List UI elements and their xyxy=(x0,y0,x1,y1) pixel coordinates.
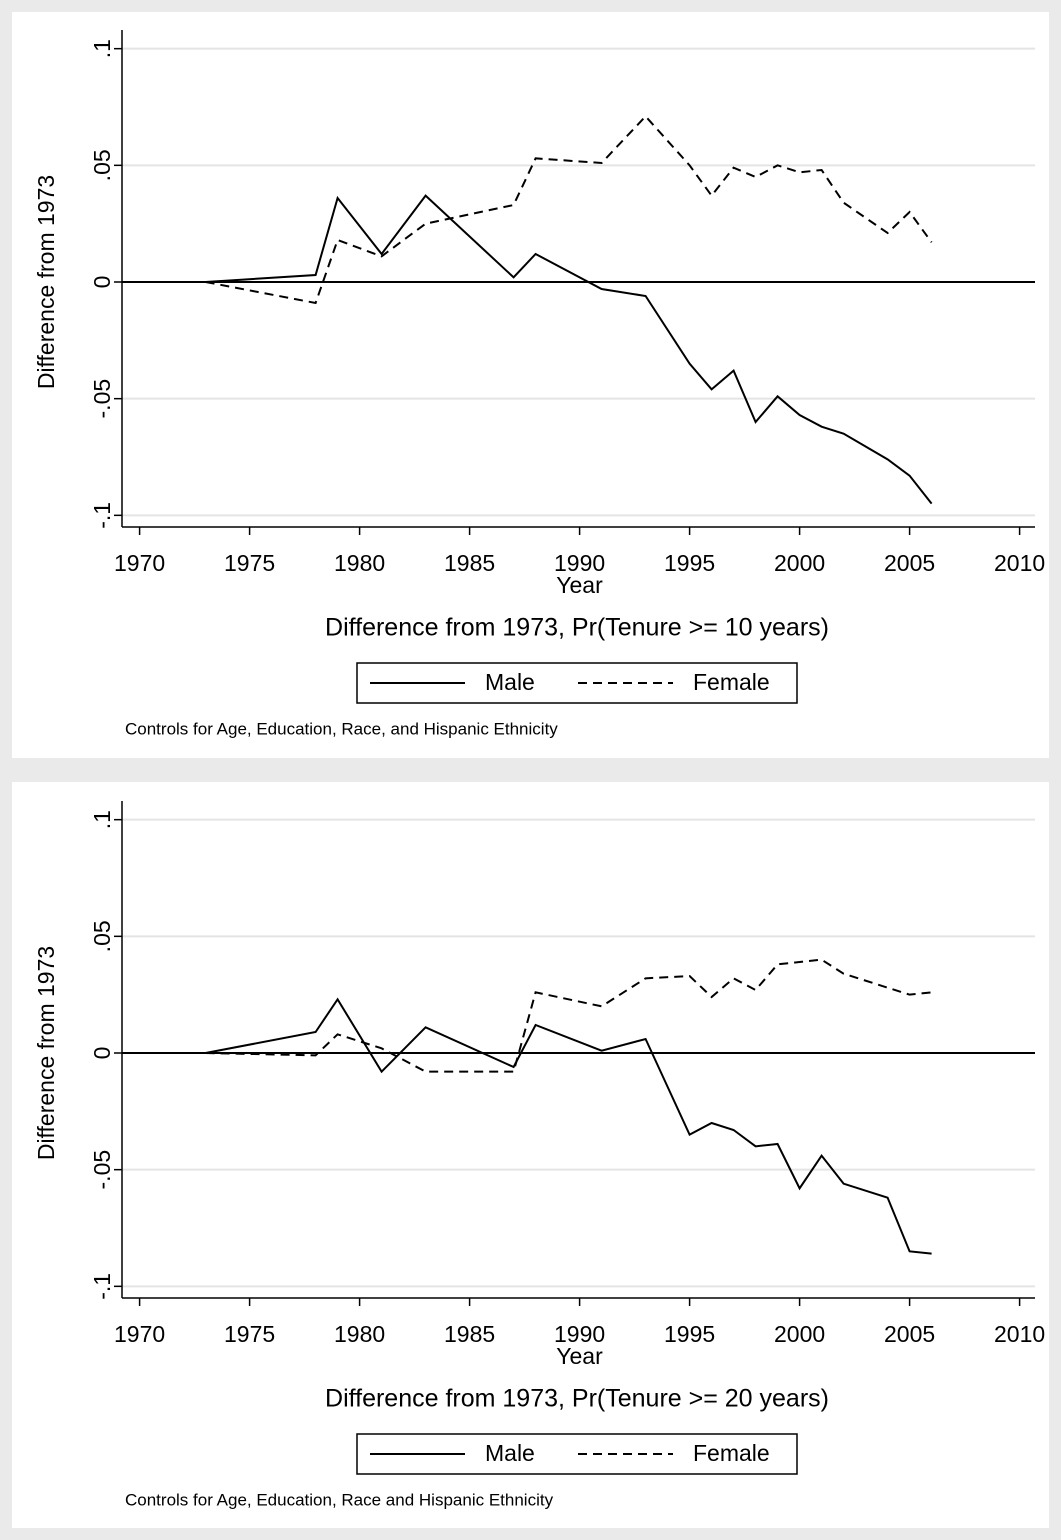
y-tick-label: .1 xyxy=(89,39,115,58)
x-tick-label: 1990 xyxy=(554,550,605,576)
legend-label: Female xyxy=(693,1440,770,1466)
data-line xyxy=(205,194,933,505)
y-tick-label: .1 xyxy=(89,810,115,829)
x-tick-label: 1995 xyxy=(664,550,715,576)
y-tick-label: -.1 xyxy=(89,1273,115,1300)
x-tick-label: 2000 xyxy=(774,1321,825,1347)
legend-label: Male xyxy=(485,669,535,695)
chart-title: Difference from 1973, Pr(Tenure >= 20 ye… xyxy=(325,1385,829,1413)
x-tick-label: 1985 xyxy=(444,1321,495,1347)
x-axis-title: Year xyxy=(556,1343,603,1369)
data-line xyxy=(205,958,932,1073)
y-tick-label: -.1 xyxy=(89,502,115,529)
x-tick-label: 1975 xyxy=(224,550,275,576)
panel-background xyxy=(12,12,1049,758)
x-axis-title: Year xyxy=(556,572,603,598)
x-tick-label: 2005 xyxy=(884,550,935,576)
y-tick-label: -.05 xyxy=(89,1150,115,1190)
data-line xyxy=(205,114,933,305)
legend-label: Female xyxy=(693,669,770,695)
x-tick-label: 1990 xyxy=(554,1321,605,1347)
y-axis-title: Difference from 1973 xyxy=(33,175,59,389)
x-tick-label: 2010 xyxy=(994,550,1045,576)
x-tick-label: 1995 xyxy=(664,1321,715,1347)
x-tick-label: 1980 xyxy=(334,1321,385,1347)
x-tick-label: 1985 xyxy=(444,550,495,576)
panel-background xyxy=(12,782,1049,1528)
y-tick-label: .05 xyxy=(89,920,115,952)
x-tick-label: 1980 xyxy=(334,550,385,576)
chart-title: Difference from 1973, Pr(Tenure >= 10 ye… xyxy=(325,614,829,642)
chart-note: Controls for Age, Education, Race, and H… xyxy=(125,719,558,738)
x-tick-label: 1970 xyxy=(114,1321,165,1347)
y-axis-title: Difference from 1973 xyxy=(33,946,59,1160)
chart-note: Controls for Age, Education, Race and Hi… xyxy=(125,1490,554,1509)
y-tick-label: 0 xyxy=(89,1047,115,1060)
legend-label: Male xyxy=(485,1440,535,1466)
x-tick-label: 2005 xyxy=(884,1321,935,1347)
x-tick-label: 2000 xyxy=(774,550,825,576)
y-tick-label: .05 xyxy=(89,149,115,181)
x-tick-label: 1970 xyxy=(114,550,165,576)
y-tick-label: 0 xyxy=(89,276,115,289)
y-tick-label: -.05 xyxy=(89,379,115,419)
x-tick-label: 2010 xyxy=(994,1321,1045,1347)
x-tick-label: 1975 xyxy=(224,1321,275,1347)
data-line xyxy=(205,997,932,1255)
